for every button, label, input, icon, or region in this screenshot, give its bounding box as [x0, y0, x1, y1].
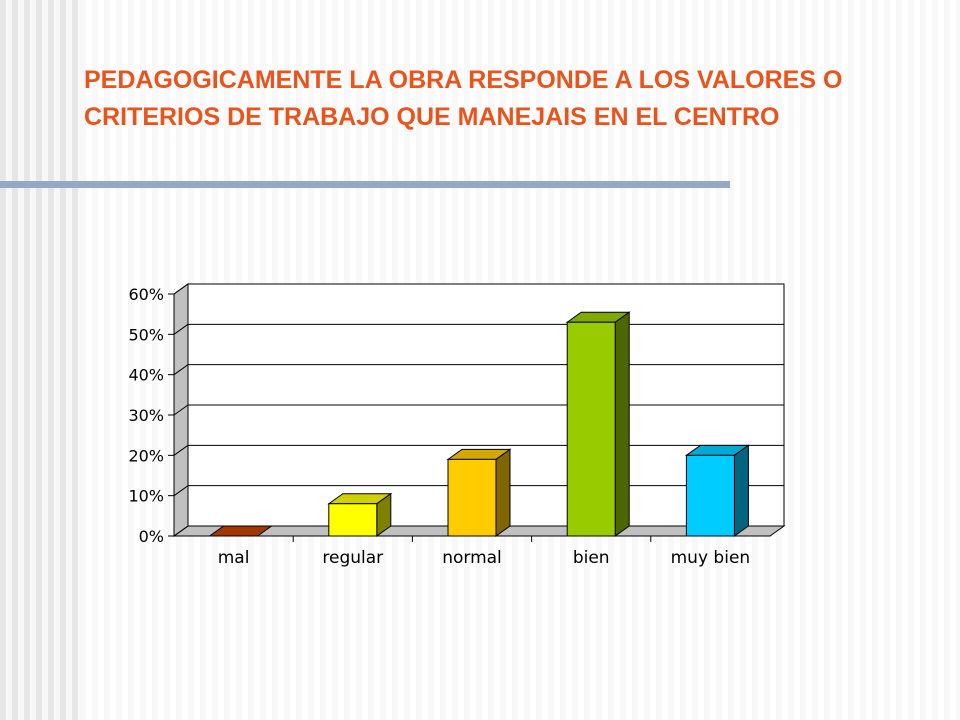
plot-area: 0% 10% 20% 30% 40% 50% 60% mal regular normal bien…	[128, 283, 786, 568]
bar-muy-bien	[685, 454, 735, 537]
y-tick-label: 50%	[128, 325, 164, 344]
x-tick-label: regular	[322, 548, 383, 568]
bar-bien	[566, 321, 616, 537]
y-tick-label: 0%	[139, 527, 164, 546]
slide-title: PEDAGOGICAMENTE LA OBRA RESPONDE A LOS V…	[84, 66, 843, 131]
bar-side-muy-bien	[733, 444, 749, 537]
y-tick-label: 10%	[128, 487, 164, 506]
gridline-depth	[173, 485, 189, 497]
x-tick-label: mal	[218, 548, 250, 568]
title-underline	[0, 181, 730, 188]
gridline-depth	[173, 404, 189, 416]
x-tick-label: bien	[573, 548, 610, 568]
x-tick-label: muy bien	[671, 548, 751, 568]
bar-side-normal	[495, 448, 511, 537]
gridline-depth	[173, 364, 189, 376]
y-tick-label: 30%	[128, 406, 164, 425]
bar-regular	[328, 503, 378, 537]
gridline-depth	[173, 525, 189, 537]
background-stripes	[0, 0, 80, 720]
gridline-depth	[173, 444, 189, 456]
bar-top-mal	[208, 525, 274, 537]
y-tick-label: 60%	[128, 285, 164, 304]
y-tick-label: 40%	[128, 366, 164, 385]
gridline-depth	[173, 283, 189, 295]
bar-normal	[447, 458, 497, 537]
bar-side-bien	[614, 311, 630, 537]
x-tick-label: normal	[442, 548, 502, 568]
gridline-depth	[173, 323, 189, 335]
y-tick-label: 20%	[128, 446, 164, 465]
